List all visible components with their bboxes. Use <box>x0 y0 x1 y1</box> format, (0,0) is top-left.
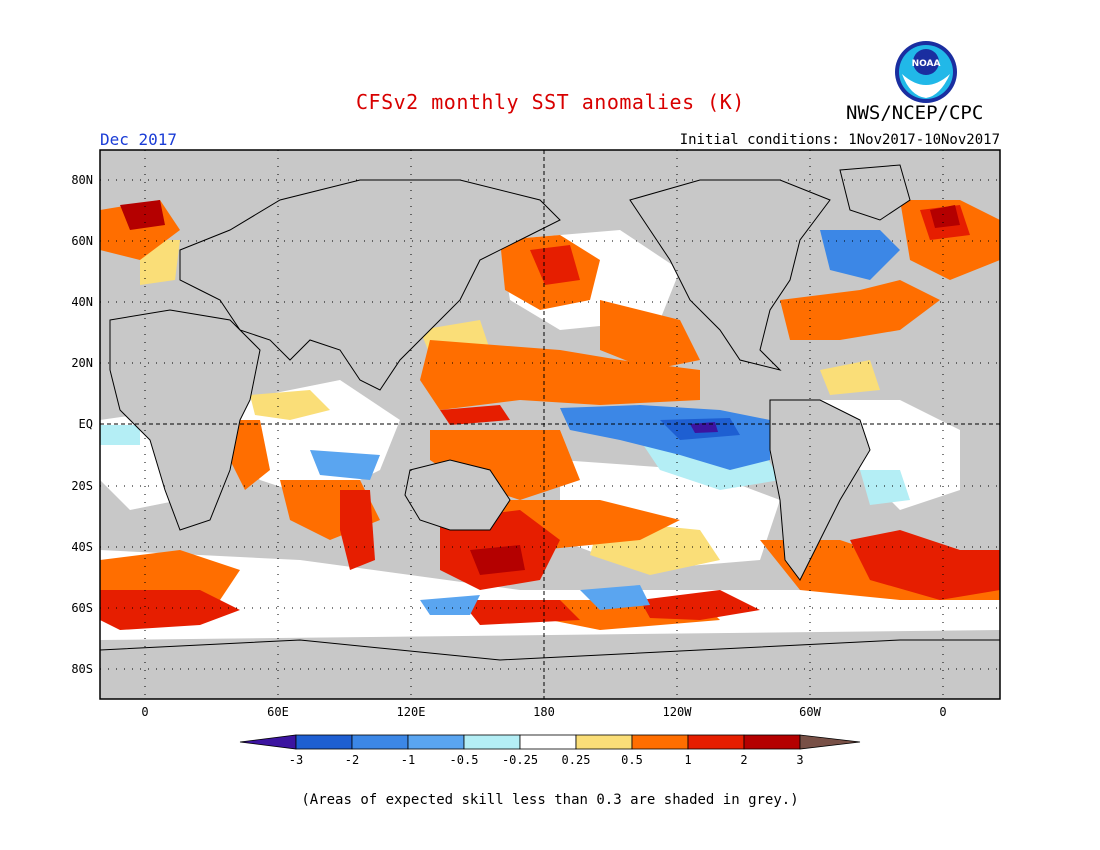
reference-lines <box>100 150 1000 699</box>
map-field <box>100 150 1000 699</box>
colorbar-tick: -3 <box>289 753 303 767</box>
logo-text: NOAA <box>912 59 941 69</box>
colorbar-tick: -0.25 <box>502 753 538 767</box>
lat-label: 40S <box>71 540 93 554</box>
lon-label: 120E <box>397 705 426 719</box>
colorbar-swatch <box>631 734 689 750</box>
colorbar-tick: 0.25 <box>562 753 591 767</box>
lon-label: 120W <box>663 705 693 719</box>
lat-label: 20N <box>71 356 93 370</box>
colorbar-tick: -2 <box>345 753 359 767</box>
sst-anomaly-map: 80N 60N 40N 20N EQ 20S 40S 60S 80S 0 60E… <box>71 149 1001 767</box>
lon-label: 180 <box>533 705 555 719</box>
colorbar-swatch <box>351 734 409 750</box>
lat-label: 80N <box>71 173 93 187</box>
colorbar-tick: 3 <box>796 753 803 767</box>
anomaly-below-neg-3 <box>690 422 718 433</box>
forecast-period: Dec 2017 <box>100 130 178 149</box>
lon-label: 60W <box>799 705 821 719</box>
colorbar-swatch <box>743 734 801 750</box>
colorbar: -3 -2 -1 -0.5 -0.25 0.25 0.5 1 2 3 <box>239 734 861 767</box>
lon-axis: 0 60E 120E 180 120W 60W 0 <box>141 705 946 719</box>
colorbar-swatch <box>519 734 577 750</box>
chart-title: CFSv2 monthly SST anomalies (K) <box>356 90 745 114</box>
lat-label: 80S <box>71 662 93 676</box>
lon-label: 0 <box>141 705 148 719</box>
lat-label: 20S <box>71 479 93 493</box>
noaa-logo: NOAA <box>894 40 958 104</box>
colorbar-tick: -0.5 <box>450 753 479 767</box>
initial-conditions: Initial conditions: 1Nov2017-10Nov2017 <box>679 132 1000 148</box>
lon-label: 0 <box>939 705 946 719</box>
map-frame <box>99 149 1001 700</box>
lon-label: 60E <box>267 705 289 719</box>
lat-label: 40N <box>71 295 93 309</box>
lat-label: 60S <box>71 601 93 615</box>
colorbar-tick: -1 <box>401 753 415 767</box>
colorbar-tick: 1 <box>684 753 691 767</box>
colorbar-swatch <box>295 734 353 750</box>
colorbar-swatch <box>407 734 465 750</box>
colorbar-overflow <box>799 734 861 750</box>
colorbar-tick: 0.5 <box>621 753 643 767</box>
anomaly-2-3 <box>120 200 960 575</box>
colorbar-swatch <box>687 734 745 750</box>
land-masses <box>100 164 1000 699</box>
lat-label: EQ <box>79 417 93 431</box>
lat-label: 60N <box>71 234 93 248</box>
colorbar-swatch <box>463 734 521 750</box>
colorbar-underflow <box>239 734 297 750</box>
agency-label: NWS/NCEP/CPC <box>846 102 984 124</box>
skill-footnote: (Areas of expected skill less than 0.3 a… <box>301 792 799 808</box>
colorbar-tick: 2 <box>740 753 747 767</box>
colorbar-swatch <box>575 734 633 750</box>
lat-axis: 80N 60N 40N 20N EQ 20S 40S 60S 80S <box>71 173 93 676</box>
